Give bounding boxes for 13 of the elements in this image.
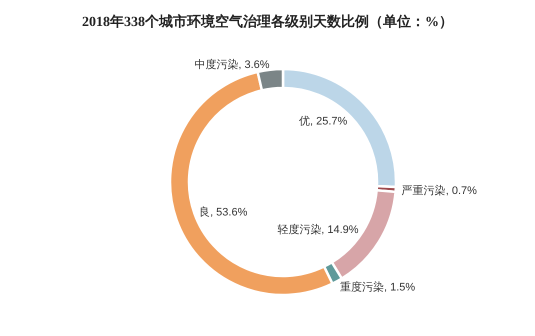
data-label: , 53.6% — [210, 206, 248, 219]
data-label: , 1.5% — [384, 281, 416, 294]
slice-label: 严重污染 — [402, 184, 446, 197]
data-label: , 25.7% — [310, 115, 348, 128]
data-label: , 14.9% — [321, 224, 359, 236]
slice-label: 优 — [298, 115, 310, 128]
slice-label: 中度污染 — [194, 58, 238, 71]
slice-label: 重度污染 — [340, 280, 384, 294]
slice-label: 良 — [199, 206, 210, 219]
data-label: , 3.6% — [238, 58, 270, 71]
chart-title: 2018年338个城市环境空气治理各级别天数比例（单位：%） — [82, 13, 453, 30]
slice-label: 轻度污染 — [277, 222, 322, 236]
data-label: , 0.7% — [446, 184, 478, 197]
